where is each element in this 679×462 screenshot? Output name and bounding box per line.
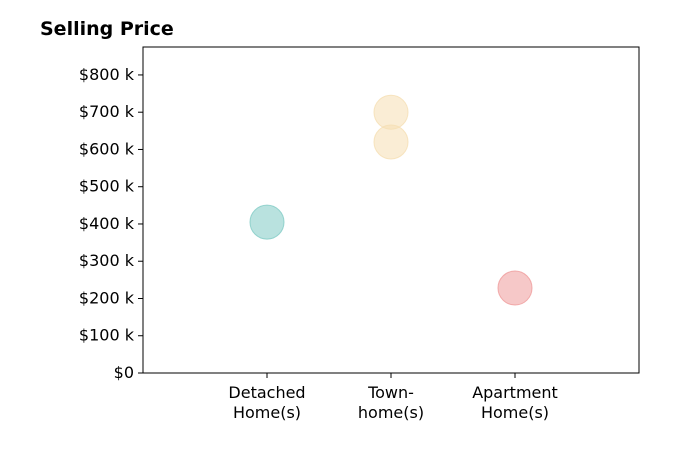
y-tick-label: $500 k — [79, 177, 135, 196]
y-tick-label: $700 k — [79, 102, 135, 121]
data-point — [373, 124, 409, 160]
y-tick-label: $400 k — [79, 214, 135, 233]
x-tick-label: Detached Home(s) — [228, 383, 305, 422]
y-axis: $0 $100 k $200 k $300 k $400 k $500 k $600 k $7… — [79, 65, 143, 382]
y-tick-label: $200 k — [79, 288, 135, 307]
data-point — [373, 94, 409, 130]
x-tick-label: Apartment Home(s) — [472, 383, 558, 422]
y-tick-label: $800 k — [79, 65, 135, 84]
data-points — [249, 94, 533, 306]
chart-title: Selling Price — [40, 18, 174, 40]
x-axis: Detached Home(s) Town-home(s) Apartment Home… — [228, 373, 558, 422]
y-tick-label: $100 k — [79, 326, 135, 345]
data-point — [497, 270, 533, 306]
data-point — [249, 204, 285, 240]
y-tick-label: $600 k — [79, 139, 135, 158]
y-tick-label: $0 — [114, 363, 134, 382]
x-tick-label: Town-home(s) — [358, 383, 424, 422]
y-tick-label: $300 k — [79, 251, 135, 270]
